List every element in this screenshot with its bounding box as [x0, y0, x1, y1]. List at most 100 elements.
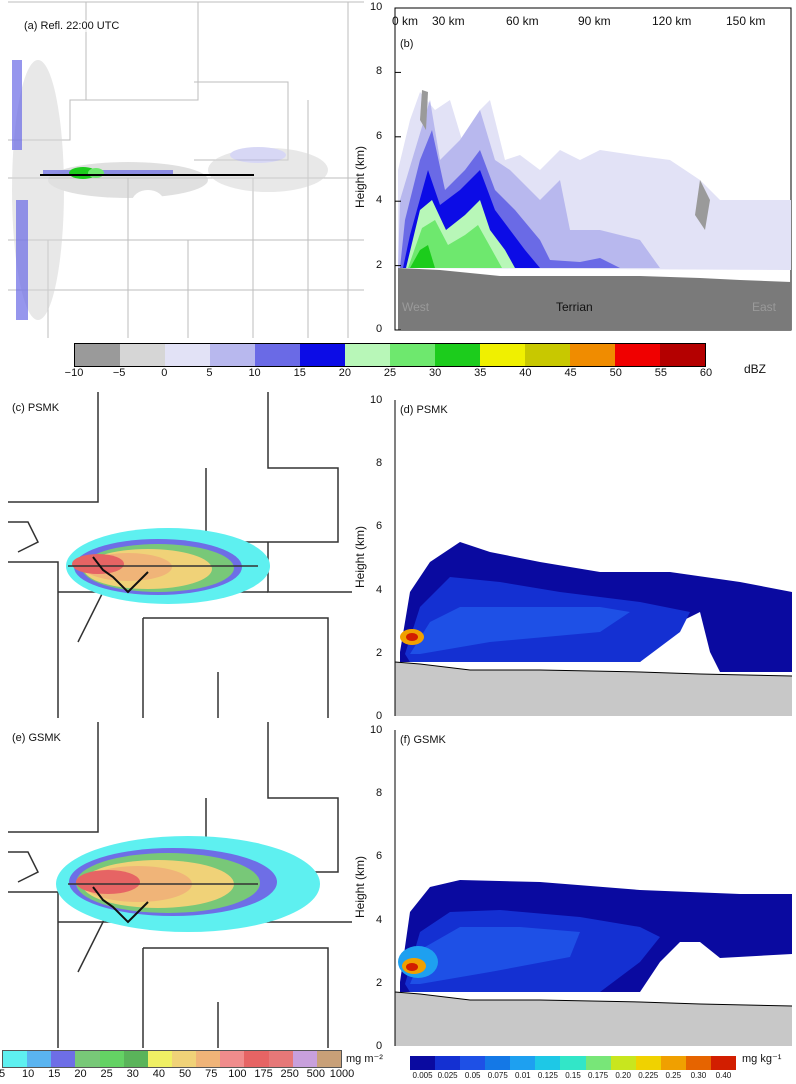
colorbar-swatch [435, 1056, 461, 1070]
colorbar-swatch [268, 1051, 293, 1067]
panel-d-ylabel: Height (km) [353, 525, 367, 588]
colorbar-swatch [75, 1051, 100, 1067]
panel-f-ytick: 8 [376, 787, 383, 799]
colorbar-swatch [244, 1051, 269, 1067]
colorbar-tick-label: 0.225 [638, 1071, 659, 1080]
colorbar-swatch [196, 1051, 221, 1067]
colorbar-swatch [3, 1051, 28, 1067]
colorbar-tick-label: 35 [474, 367, 487, 379]
panel-a-map [8, 0, 364, 338]
colorbar-swatch [99, 1051, 124, 1067]
colorbar-tick-label: 25 [383, 367, 397, 379]
colorbar-swatch [75, 344, 120, 366]
colorbar-tick-label: 30 [429, 367, 442, 379]
colorbar-swatch [27, 1051, 52, 1067]
colorbar-swatch [615, 344, 660, 366]
colorbar-tick-label: 15 [48, 1068, 61, 1080]
colorbar-tick-label: 0.30 [690, 1071, 707, 1080]
colorbar-swatch [685, 1056, 711, 1070]
panel-b-xtick: 150 km [726, 14, 766, 28]
mix-colorbar: 0.005 0.025 0.05 0.075 0.01 0.125 0.15 0.175 0.2… [410, 1056, 740, 1084]
colorbar-swatch [300, 344, 345, 366]
colorbar-swatch [510, 1056, 536, 1070]
colorbar-tick-label: 0 [161, 367, 168, 379]
panel-d-label: (d) PSMK [400, 404, 448, 416]
mix-colorbar-swatches [410, 1056, 737, 1070]
colorbar-swatch [660, 344, 705, 366]
colorbar-tick-label: 45 [564, 367, 577, 379]
colorbar-swatch [165, 344, 210, 366]
mass-unit: mg m⁻² [346, 1053, 383, 1065]
panel-f-label: (f) GSMK [400, 734, 446, 746]
colorbar-tick-label: 60 [699, 367, 713, 379]
colorbar-tick-label: 5 [0, 1068, 6, 1080]
colorbar-swatch [255, 344, 300, 366]
panel-b-xtick: 120 km [652, 14, 692, 28]
panel-f-plot [394, 730, 793, 1046]
dbz-colorbar: −10 −5 0 5 10 15 20 25 30 35 40 45 50 55 60 [65, 343, 712, 383]
colorbar-tick-label: 0.175 [588, 1071, 609, 1080]
panel-f-ytick: 10 [370, 724, 383, 736]
colorbar-tick-label: 20 [338, 367, 351, 379]
panel-b-plot [394, 7, 792, 331]
panel-b-xtick: 90 km [578, 14, 611, 28]
colorbar-tick-label: 0.25 [665, 1071, 682, 1080]
panel-b-ytick: 8 [376, 65, 383, 77]
colorbar-tick-label: 40 [152, 1068, 166, 1080]
panel-b-label: (b) [400, 38, 414, 50]
colorbar-swatch [535, 1056, 561, 1070]
colorbar-swatch [147, 1051, 172, 1067]
mix-unit: mg kg⁻¹ [742, 1053, 782, 1065]
panel-f: (f) GSMK Height (km) 0 2 4 6 8 10 [340, 722, 796, 1052]
colorbar-tick-label: 50 [609, 367, 622, 379]
colorbar-swatch [460, 1056, 486, 1070]
colorbar-tick-label: 1000 [329, 1068, 355, 1080]
colorbar-swatch [292, 1051, 317, 1067]
colorbar-tick-label: 75 [205, 1068, 218, 1080]
colorbar-tick-label: 250 [280, 1068, 299, 1080]
colorbar-tick-label: 175 [254, 1068, 273, 1080]
colorbar-tick-label: 40 [519, 367, 532, 379]
colorbar-swatch [480, 344, 525, 366]
colorbar-tick-label: 15 [293, 367, 306, 379]
east-label: East [752, 300, 777, 314]
colorbar-swatch [210, 344, 255, 366]
panel-d-ytick: 0 [376, 710, 383, 722]
panel-f-ytick: 4 [376, 914, 383, 926]
colorbar-tick-label: 500 [306, 1068, 326, 1080]
colorbar-swatch [435, 344, 480, 366]
colorbar-swatch [570, 344, 615, 366]
colorbar-tick-label: 0.025 [437, 1071, 458, 1080]
colorbar-tick-label: 10 [248, 367, 261, 379]
panel-d-plot [394, 400, 793, 716]
colorbar-tick-label: 30 [126, 1068, 139, 1080]
colorbar-swatch [390, 344, 435, 366]
colorbar-swatch [485, 1056, 511, 1070]
colorbar-swatch [316, 1051, 341, 1067]
panel-f-ytick: 6 [376, 850, 383, 862]
colorbar-tick-label: 55 [654, 367, 667, 379]
panel-c-map [8, 392, 352, 718]
panel-b-xtick: 60 km [506, 14, 539, 28]
colorbar-swatch [120, 344, 165, 366]
colorbar-swatch [220, 1051, 245, 1067]
colorbar-tick-label: 50 [178, 1068, 192, 1080]
colorbar-swatch [525, 344, 570, 366]
panel-e: (e) GSMK [8, 722, 352, 1048]
colorbar-tick-label: 5 [206, 367, 213, 379]
colorbar-tick-label: 0.01 [515, 1071, 531, 1080]
mass-colorbar-ticks: 5 10 15 20 25 30 40 50 75 100 175 250 500 1000 [0, 1068, 354, 1084]
colorbar-tick-label: 0.40 [715, 1071, 732, 1080]
panel-b-ylabel: Height (km) [353, 145, 367, 208]
colorbar-tick-label: 0.075 [487, 1071, 508, 1080]
panel-d-ytick: 10 [370, 394, 383, 406]
panel-d-ytick: 4 [376, 584, 383, 596]
colorbar-swatch [171, 1051, 197, 1067]
colorbar-tick-label: −5 [112, 367, 126, 379]
colorbar-tick-label: 0.15 [565, 1071, 581, 1080]
colorbar-tick-label: 20 [74, 1068, 87, 1080]
panel-a: (a) Refl. 22:00 UTC [8, 0, 364, 338]
panel-b-ytick: 0 [376, 323, 383, 335]
colorbar-swatch [51, 1051, 76, 1067]
colorbar-swatch [585, 1056, 611, 1070]
